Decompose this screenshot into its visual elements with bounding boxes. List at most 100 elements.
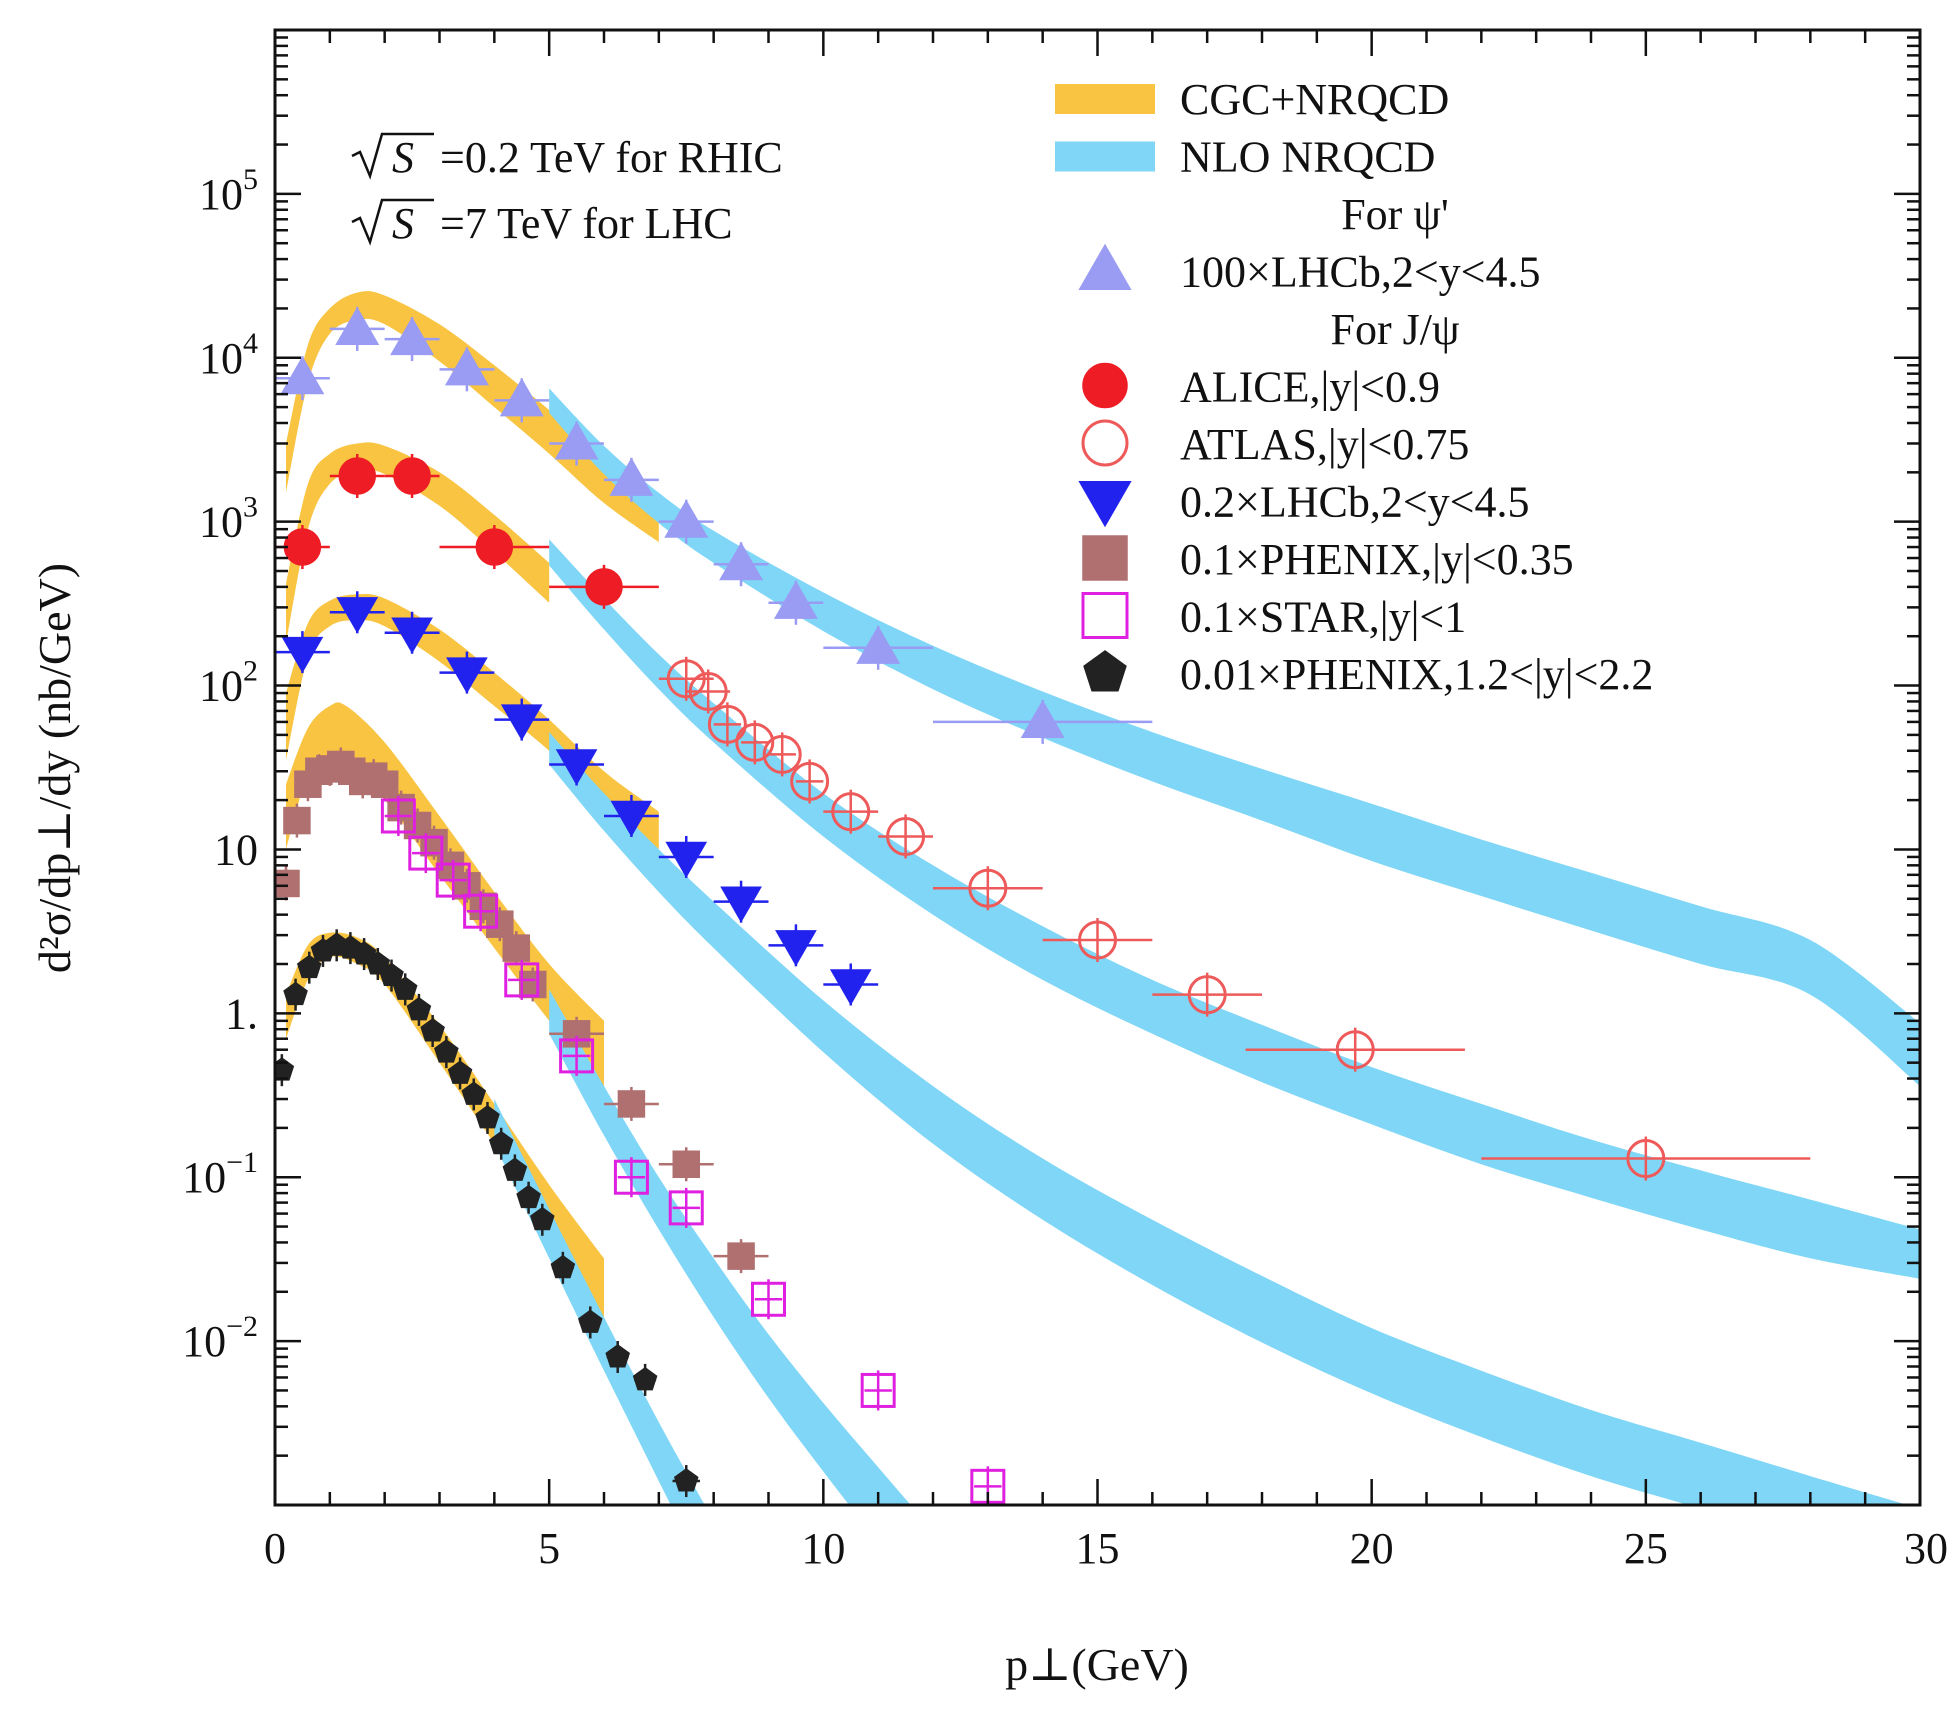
data-point	[336, 597, 379, 634]
x-axis-title: p⊥(GeV)	[1005, 1639, 1189, 1690]
data-point	[486, 910, 514, 938]
data-point	[461, 1081, 487, 1105]
y-tick-label: 1.	[225, 989, 258, 1038]
data-point	[475, 528, 514, 566]
data-point	[617, 1090, 646, 1118]
data-point	[296, 954, 322, 979]
band-cgc-nrqcd-jpsi_lhcb	[286, 593, 659, 850]
data-point	[406, 996, 432, 1021]
axes: 0 5 10 15 20 25 30 10−2 10−1 1. 10 102 103 104 105	[182, 30, 1948, 1573]
y-tick-label: 105	[199, 163, 258, 219]
sqrt-sign	[351, 198, 434, 246]
data-point	[1626, 1139, 1666, 1179]
data-point	[550, 1254, 576, 1279]
series-0	[275, 306, 1153, 744]
data-point	[719, 542, 764, 581]
annotations: S =0.2 TeV for RHIC S =7 TeV for LHC	[351, 132, 783, 248]
series-3	[275, 591, 879, 1006]
series-2	[658, 656, 1811, 1181]
data-point	[664, 499, 709, 538]
series-6	[275, 929, 700, 1498]
data-point	[554, 421, 599, 460]
legend-marker	[1081, 419, 1129, 467]
legend-item: ATLAS,|y|<0.75	[1081, 419, 1469, 469]
x-tick-label: 0	[264, 1524, 286, 1573]
x-tick-label: 10	[801, 1524, 845, 1573]
band-cgc-nrqcd-psi2s_lhcb	[286, 291, 659, 543]
data-point	[610, 800, 653, 838]
data-point	[673, 1468, 699, 1492]
data-point	[559, 1038, 595, 1074]
energy-annotation: =7 TeV for LHC	[440, 199, 733, 248]
data-point	[499, 378, 544, 417]
band-nlo-nrqcd-jpsi_atlas_alice	[549, 539, 1920, 1279]
y-tick-label: 10−2	[182, 1310, 258, 1366]
data-point	[502, 1157, 528, 1181]
band-nlo-nrqcd-jpsi_lhcb	[549, 732, 1908, 1505]
data-point	[831, 792, 871, 832]
x-tick-label: 20	[1350, 1524, 1394, 1573]
plot-frame	[273, 28, 1922, 1507]
data-point	[665, 841, 708, 878]
data-point	[577, 1309, 603, 1333]
legend-label: 0.1×PHENIX,|y|<0.35	[1180, 535, 1574, 584]
legend-label: NLO NRQCD	[1180, 133, 1435, 182]
sqrt-sign	[351, 132, 434, 180]
data-point	[688, 671, 728, 711]
data-point	[605, 1344, 631, 1368]
y-tick-label: 10	[214, 825, 258, 874]
data-point	[408, 835, 444, 871]
legend-item: 0.1×STAR,|y|<1	[1081, 592, 1466, 642]
x-tick-label: 15	[1076, 1524, 1120, 1573]
data-point	[434, 1039, 459, 1063]
data-point	[672, 1150, 700, 1178]
data-point	[447, 1060, 473, 1084]
legend-marker	[1082, 535, 1128, 581]
data-point	[609, 457, 654, 496]
data-point	[488, 1130, 514, 1155]
data-point	[338, 457, 376, 495]
data-point	[775, 930, 817, 967]
data-point	[1335, 1030, 1375, 1070]
data-point	[613, 1159, 649, 1195]
y-axis-title: d²σ/dp⊥/dy (nb/GeV)	[29, 563, 80, 973]
legend-swatch	[1055, 84, 1155, 114]
data-point	[668, 1190, 704, 1226]
data-point	[391, 617, 433, 654]
legend-label: 0.01×PHENIX,1.2<|y|<2.2	[1180, 650, 1653, 699]
data-point	[283, 806, 311, 835]
data-point	[968, 868, 1008, 908]
data-point	[435, 862, 471, 898]
data-point	[516, 1184, 541, 1209]
legend-marker	[1083, 650, 1127, 692]
y-tick-label: 102	[199, 655, 258, 711]
data-point	[463, 893, 499, 929]
y-tick-label: 104	[199, 327, 258, 383]
x-tick-label: 30	[1904, 1524, 1948, 1573]
data-points	[275, 306, 1811, 1505]
data-point	[666, 659, 706, 699]
legend-marker	[1082, 362, 1128, 409]
data-point	[380, 798, 416, 834]
sqrt-variable: S	[392, 199, 414, 248]
legend: CGC+NRQCD NLO NRQCD For ψ' 100×LHCb,2<y<4.5…	[1055, 75, 1653, 699]
data-point	[504, 962, 540, 998]
data-point	[500, 704, 543, 741]
data-point	[281, 636, 324, 674]
legend-item: 0.2×LHCb,2<y<4.5	[1078, 478, 1529, 528]
legend-item: 0.1×PHENIX,|y|<0.35	[1082, 535, 1574, 584]
data-point	[444, 347, 489, 386]
data-point	[283, 528, 322, 566]
legend-item: ALICE,|y|<0.9	[1082, 362, 1440, 412]
x-tick-label: 25	[1624, 1524, 1668, 1573]
data-point	[390, 316, 435, 356]
data-point	[860, 1372, 896, 1408]
data-point	[720, 886, 762, 923]
data-point	[762, 734, 802, 774]
data-point	[370, 770, 399, 798]
data-point	[727, 1242, 755, 1270]
data-point	[335, 306, 380, 345]
data-point	[280, 356, 325, 395]
legend-item: For J/ψ	[1330, 305, 1459, 354]
legend-label: For J/ψ	[1330, 305, 1459, 354]
